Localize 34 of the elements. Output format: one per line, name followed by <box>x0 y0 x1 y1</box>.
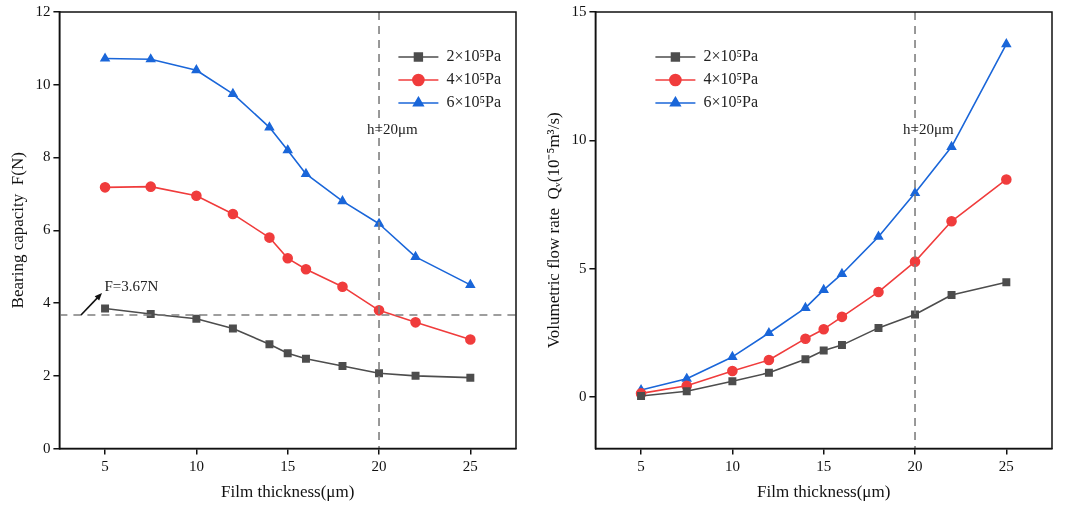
legend-label: 4×10⁵Pa <box>703 70 759 88</box>
x-tick-label: 15 <box>280 457 296 474</box>
x-tick-label: 5 <box>101 457 109 474</box>
x-tick-label: 5 <box>637 457 645 474</box>
legend-label: 2×10⁵Pa <box>703 47 759 65</box>
y-tick-label: 0 <box>578 388 587 405</box>
x-tick-label: 10 <box>188 457 204 474</box>
y-tick-label: 12 <box>35 2 51 19</box>
x-tick-label: 10 <box>724 457 740 474</box>
y-tick-label: 5 <box>578 259 587 276</box>
y-tick-label: 15 <box>571 2 587 19</box>
ref-line-label: h=20μm <box>903 120 955 137</box>
legend-label: 4×10⁵Pa <box>446 70 502 88</box>
x-tick-label: 20 <box>907 457 923 474</box>
y-tick-label: 10 <box>35 75 51 92</box>
y-tick-label: 0 <box>42 439 51 456</box>
legend-label: 6×10⁵Pa <box>446 93 502 111</box>
x-axis-title: Film thickness(μm) <box>757 482 891 502</box>
x-tick-label: 25 <box>998 457 1014 474</box>
x-tick-label: 15 <box>816 457 832 474</box>
x-tick-label: 25 <box>462 457 478 474</box>
y-axis-title: Bearing capacity F(N) <box>7 152 27 309</box>
legend-label: 6×10⁵Pa <box>703 93 759 111</box>
y-tick-label: 4 <box>42 294 51 310</box>
legend-label: 2×10⁵Pa <box>446 47 502 65</box>
y-axis-title: Volumetric flow rate Qᵥ(10⁻⁵m³/s) <box>543 112 563 349</box>
x-tick-label: 20 <box>371 457 387 474</box>
x-axis-title: Film thickness(μm) <box>221 482 355 502</box>
y-tick-label: 8 <box>42 148 51 165</box>
ref-line-label: h=20μm <box>367 120 419 137</box>
y-tick-label: 10 <box>571 131 587 148</box>
y-tick-label: 2 <box>42 366 51 383</box>
ref-line-label: F=3.67N <box>104 278 159 295</box>
y-tick-label: 6 <box>42 221 51 238</box>
